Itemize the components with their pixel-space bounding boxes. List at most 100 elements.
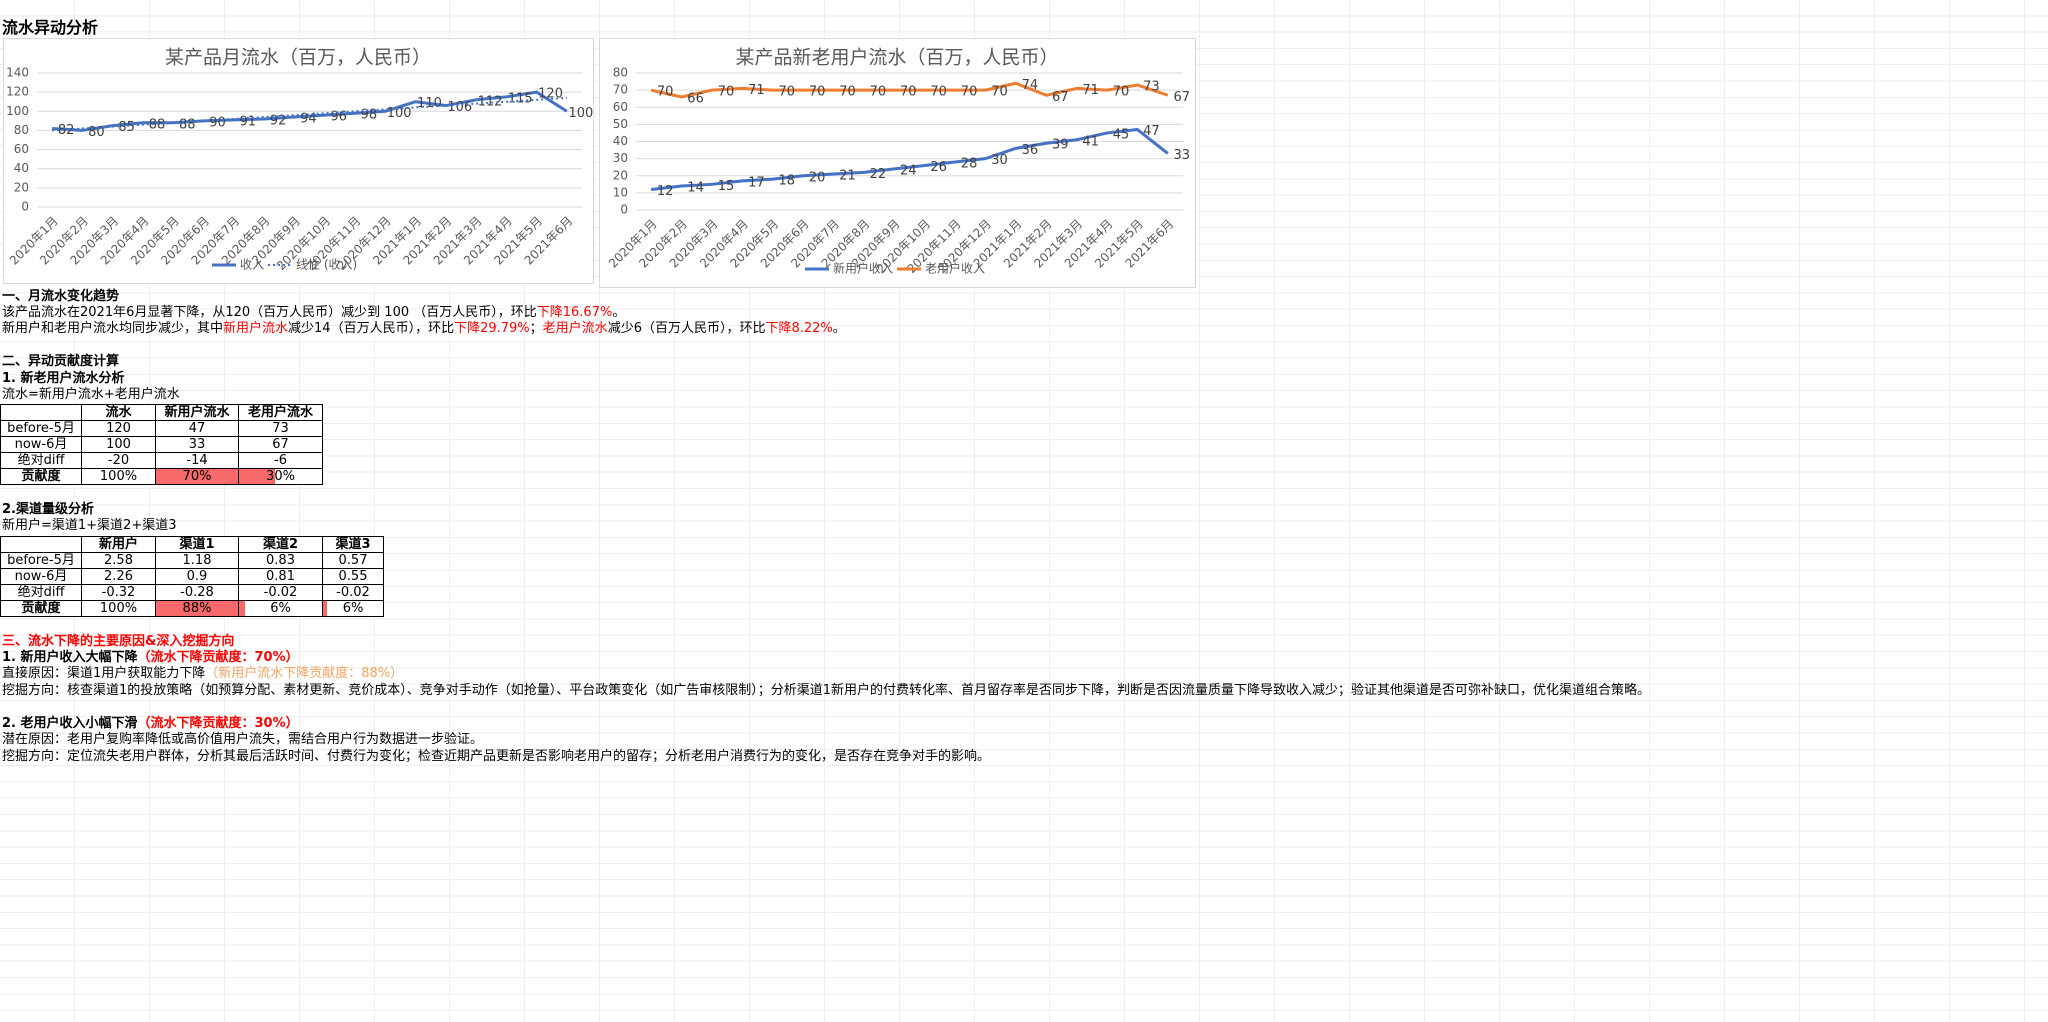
legend-label: 老用户收入	[925, 261, 985, 276]
table-cell: 33	[155, 436, 239, 453]
item-heading: 2. 老用户收入小幅下滑（流水下降贡献度：30%）	[2, 716, 299, 732]
text-segment: 直接原因：渠道1用户获取能力下降	[2, 666, 206, 681]
data-label: 70	[870, 85, 887, 100]
table-cell: -0.02	[238, 584, 323, 601]
data-label: 90	[209, 115, 226, 130]
y-tick-label: 20	[14, 180, 29, 194]
data-label: 12	[657, 184, 674, 199]
data-label: 17	[748, 175, 765, 190]
data-label: 70	[900, 85, 917, 100]
table-cell: 0.57	[322, 552, 384, 569]
data-label: 66	[687, 91, 704, 106]
header-cell: 渠道2	[238, 536, 323, 553]
table-cell: 绝对diff	[0, 584, 82, 601]
table-cell: 2.26	[81, 568, 156, 585]
table-row: before-5月 2.58 1.18 0.83 0.57	[0, 552, 384, 569]
text-segment: （流水下降贡献度：30%）	[137, 716, 299, 731]
table-cell: -20	[81, 452, 156, 469]
data-label: 30	[991, 153, 1008, 168]
table-row: now-6月 100 33 67	[0, 436, 323, 453]
y-tick-label: 60	[613, 100, 628, 114]
header-cell	[0, 404, 82, 421]
data-label: 70	[657, 85, 674, 100]
y-tick-label: 120	[6, 85, 29, 99]
data-label: 67	[1174, 90, 1191, 105]
chart-title: 某产品月流水（百万，人民币）	[165, 47, 431, 69]
table-row: now-6月 2.26 0.9 0.81 0.55	[0, 568, 384, 585]
data-label: 22	[870, 167, 887, 182]
table-cell: 0.83	[238, 552, 323, 569]
text-segment: 下降16.67%	[536, 305, 613, 320]
table-cell: 47	[155, 420, 239, 437]
legend-label: 新用户收入	[833, 261, 893, 276]
table-cell: 100%	[81, 600, 156, 617]
data-label: 20	[809, 170, 826, 185]
table-body: before-5月 120 47 73 now-6月 100 33 67 绝对diff -20 -1…	[0, 420, 323, 485]
section-heading: 二、异动贡献度计算	[2, 354, 120, 369]
text-segment: 2. 老用户收入小幅下滑	[2, 716, 138, 731]
charts: 某产品月流水（百万，人民币）0204060801001201402020年1月2…	[3, 38, 1196, 288]
table-cell: 67	[238, 436, 323, 453]
series-line	[52, 90, 568, 132]
data-label: 92	[270, 113, 287, 128]
y-tick-label: 0	[21, 200, 29, 214]
header-cell: 新用户	[81, 536, 156, 553]
cell-text: 6%	[270, 601, 291, 616]
data-label: 91	[240, 114, 257, 129]
data-bar	[239, 601, 245, 616]
data-label: 47	[1143, 124, 1160, 139]
table-cell: 绝对diff	[0, 452, 82, 469]
data-label: 70	[778, 85, 795, 100]
data-label: 71	[748, 83, 765, 98]
text-segment: 下降8.22%	[765, 321, 833, 336]
header-cell: 渠道1	[155, 536, 239, 553]
data-label: 100	[568, 106, 593, 121]
text-line: 新用户和老用户流水均同步减少，其中新用户流水减少14（百万人民币），环比下降29…	[2, 321, 846, 337]
sub-heading: 1. 新老用户流水分析	[2, 371, 125, 386]
text-line: 该产品流水在2021年6月显著下降，从120（百万人民币）减少到 100 （百万…	[2, 305, 625, 321]
table-cell: 88%	[155, 600, 239, 617]
data-label: 71	[1082, 83, 1099, 98]
data-label: 41	[1082, 134, 1099, 149]
header-row: 流水 新用户流水 老用户流水	[0, 404, 323, 421]
y-tick-label: 20	[613, 168, 628, 182]
table-cell: 0.81	[238, 568, 323, 585]
cell-text: 88%	[182, 601, 212, 616]
y-tick-label: 40	[613, 134, 628, 148]
item-heading: 1. 新用户收入大幅下降（流水下降贡献度：70%）	[2, 650, 299, 666]
data-label: 115	[508, 91, 533, 106]
table-cell: -14	[155, 452, 239, 469]
data-label: 70	[718, 85, 735, 100]
data-label: 67	[1052, 90, 1069, 105]
table-cell: before-5月	[0, 552, 82, 569]
y-tick-label: 10	[613, 185, 628, 199]
table-cell: now-6月	[0, 436, 82, 453]
data-label: 70	[991, 85, 1008, 100]
table-cell: 0.55	[322, 568, 384, 585]
data-label: 70	[1113, 85, 1130, 100]
table-cell: 100%	[81, 468, 156, 485]
data-bar	[156, 601, 238, 616]
table-row: 贡献度 100% 70% 30%	[0, 468, 323, 485]
header-cell: 流水	[81, 404, 156, 421]
header-cell: 老用户流水	[238, 404, 323, 421]
data-label: 70	[930, 85, 947, 100]
legend-label: 线性 (收入)	[296, 258, 357, 272]
data-label: 21	[839, 169, 856, 184]
table-row: 绝对diff -20 -14 -6	[0, 452, 323, 469]
table-cell: 1.18	[155, 552, 239, 569]
formula: 新用户=渠道1+渠道2+渠道3	[2, 518, 177, 533]
cell-text: 6%	[342, 601, 364, 616]
header-cell: 新用户流水	[155, 404, 239, 421]
text-segment: 新用户和老用户流水均同步减少，其中	[2, 321, 224, 336]
data-label: 24	[900, 163, 917, 178]
data-bar	[323, 601, 328, 616]
series-line	[650, 81, 1169, 99]
data-label: 98	[361, 108, 378, 123]
table-row: 绝对diff -0.32 -0.28 -0.02 -0.02	[0, 584, 384, 601]
table-row: before-5月 120 47 73	[0, 420, 323, 437]
data-label: 110	[417, 96, 442, 111]
text-segment: （流水下降贡献度：70%）	[137, 650, 299, 665]
series-line	[52, 96, 567, 132]
